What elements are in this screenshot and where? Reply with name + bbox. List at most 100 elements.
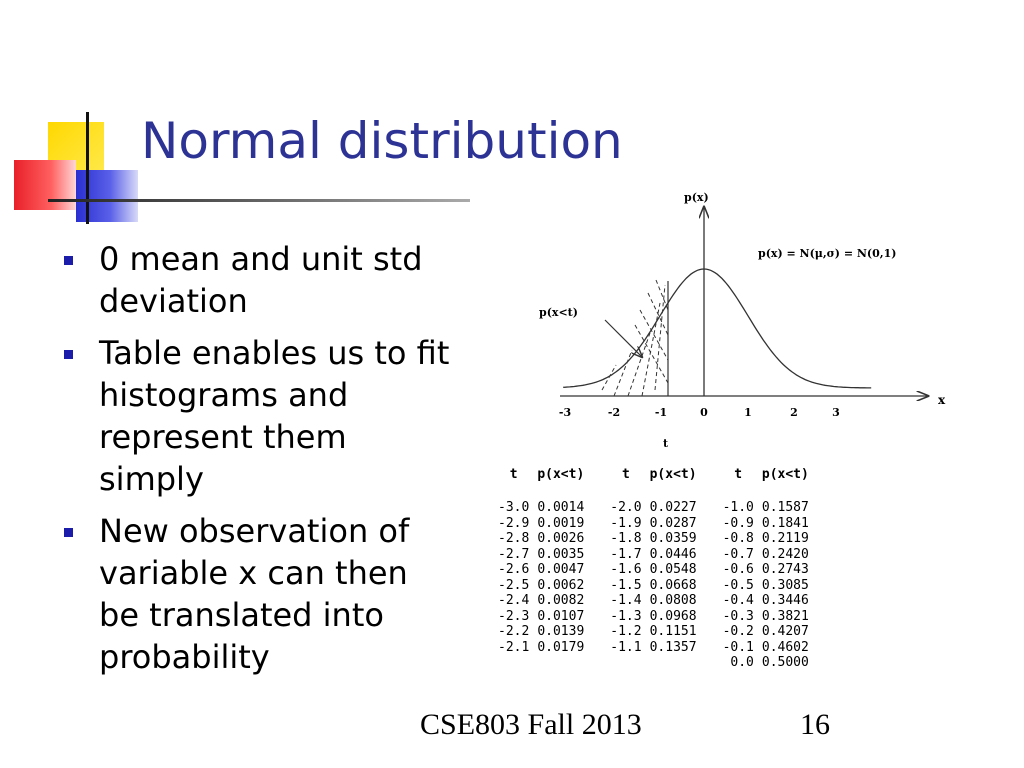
normal-distribution-figure: p(x) x p(x) = N(μ,σ) = N(0,1) p(x<t) t -… [539,191,946,450]
table-cell: -2.7 [498,546,530,562]
table-row: -2.6 0.0047 -1.6 0.0548 -0.6 0.2743 [494,562,813,578]
table-cell: 0.1587 [761,500,809,515]
shaded-label-arrow [604,319,642,357]
table-header-row: t p(x<t) t p(x<t) t p(x<t) [494,462,813,486]
x-tick-label: 3 [832,406,840,419]
table-cell: -0.2 [722,624,754,639]
table-row: -2.4 0.0082 -1.4 0.0808 -0.4 0.3446 [494,593,813,609]
x-tick-label: -2 [608,406,620,419]
slide-title: Normal distribution [141,112,623,170]
table-header-cell: t [734,466,743,482]
table-cell: 0.4602 [761,639,809,655]
table-cell: -1.6 [610,562,642,577]
table-cell: -1.1 [610,639,642,655]
bullet-list: 0 mean and unit std deviation Table enab… [56,238,456,688]
table-cell: -0.7 [722,546,754,562]
table-cell: 0.0668 [649,577,697,593]
x-tick-label: 2 [790,406,798,419]
table-cell: 0.0014 [537,500,585,515]
bullet-square-icon [64,256,73,265]
table-cell: 0.0446 [649,546,697,562]
slide-number: 16 [800,708,830,741]
x-tick-label: 0 [700,406,708,419]
x-axis-label: x [938,393,946,407]
table-cell: 0.3821 [761,608,809,624]
bullet-text: 0 mean and unit std deviation [99,240,423,320]
table-row: -2.1 0.0179 -1.1 0.1357 -0.1 0.4602 [494,640,813,656]
table-cell: 0.0035 [537,546,585,562]
table-cell: 0.0047 [537,562,585,577]
table-header-cell: p(x<t) [761,466,809,482]
table-cell [606,655,645,671]
table-cell: 0.0968 [649,608,697,624]
x-tick-labels: -3 -2 -1 0 1 2 3 [559,406,840,419]
table-cell: -0.9 [722,515,754,531]
table-row: -3.0 0.0014 -2.0 0.0227 -1.0 0.1587 [494,500,813,516]
table-cell: -1.0 [722,500,754,515]
table-cell: 0.0019 [537,515,585,531]
table-cell: 0.0227 [649,500,697,515]
table-row: -2.7 0.0035 -1.7 0.0446 -0.7 0.2420 [494,547,813,563]
table-cell [533,655,588,671]
table-cell: -1.4 [610,593,642,608]
table-header-cell: t [622,466,630,482]
table-cell: 0.0548 [649,562,697,577]
table-cell: -1.8 [610,531,642,546]
shaded-region-hatching [601,279,669,397]
table-cell: 0.2420 [761,546,809,562]
table-cell: -0.1 [722,639,754,655]
table-cell: 0.1151 [649,624,697,639]
table-cell: -1.9 [610,515,642,531]
formula-label: p(x) = N(μ,σ) = N(0,1) [758,247,896,260]
table-cell: 0.2743 [761,562,809,577]
table-cell: -2.1 [498,639,530,655]
table-header-cell: p(x<t) [649,466,697,482]
table-cell: -1.2 [610,624,642,639]
table-cell: 0.0 [730,655,754,670]
table-cell: -1.3 [610,608,642,624]
table-cell: 0.1841 [761,515,809,531]
table-cell: -0.8 [722,531,754,546]
table-cell: 0.0179 [537,639,585,655]
table-cell: 0.3446 [761,593,809,608]
bullet-square-icon [64,528,73,537]
table-cell: 0.0359 [649,531,697,546]
table-cell: 0.2119 [761,531,809,546]
table-cell: 0.3085 [761,577,809,593]
shaded-area-label: p(x<t) [539,306,578,319]
table-cell: -2.2 [498,624,530,639]
y-axis-label: p(x) [684,191,709,204]
bullet-square-icon [64,350,73,359]
bullet-text: Table enables us to fit histograms and r… [99,334,450,498]
bullet-item: 0 mean and unit std deviation [56,238,456,322]
bullet-text: New observation of variable x can then b… [99,512,410,676]
table-cell: 0.0287 [649,515,697,531]
table-row: 0.0 0.5000 [494,655,813,671]
t-axis-label: t [663,437,669,450]
table-cell: -2.9 [498,515,530,531]
table-cell: 0.4207 [761,624,809,639]
table-cell: 0.0026 [537,531,585,546]
x-tick-label: 1 [744,406,752,419]
title-underline [48,199,470,202]
table-header-cell: p(x<t) [537,466,585,482]
table-cell: -2.8 [498,531,530,546]
table-cell: -0.4 [722,593,754,608]
table-cell: 0.0062 [537,577,585,593]
footer-course: CSE803 Fall 2013 [420,708,642,741]
table-cell: -3.0 [498,500,530,515]
table-cell: 0.0808 [649,593,697,608]
normal-probability-table: t p(x<t) t p(x<t) t p(x<t) -3.0 0.0014 -2.… [494,462,813,671]
title-decoration-vertical-line [86,112,89,224]
table-row: -2.2 0.0139 -1.2 0.1151 -0.2 0.4207 [494,624,813,640]
table-cell: -0.5 [722,577,754,593]
x-tick-label: -3 [559,406,571,419]
table-cell: -2.6 [498,562,530,577]
table-cell: 0.0082 [537,593,585,608]
table-row: -2.9 0.0019 -1.9 0.0287 -0.9 0.1841 [494,516,813,532]
bullet-item: New observation of variable x can then b… [56,510,456,678]
bell-curve [563,268,872,389]
table-cell: 0.1357 [649,639,697,655]
table-cell: -2.4 [498,593,530,608]
table-cell: 0.0107 [537,608,585,624]
